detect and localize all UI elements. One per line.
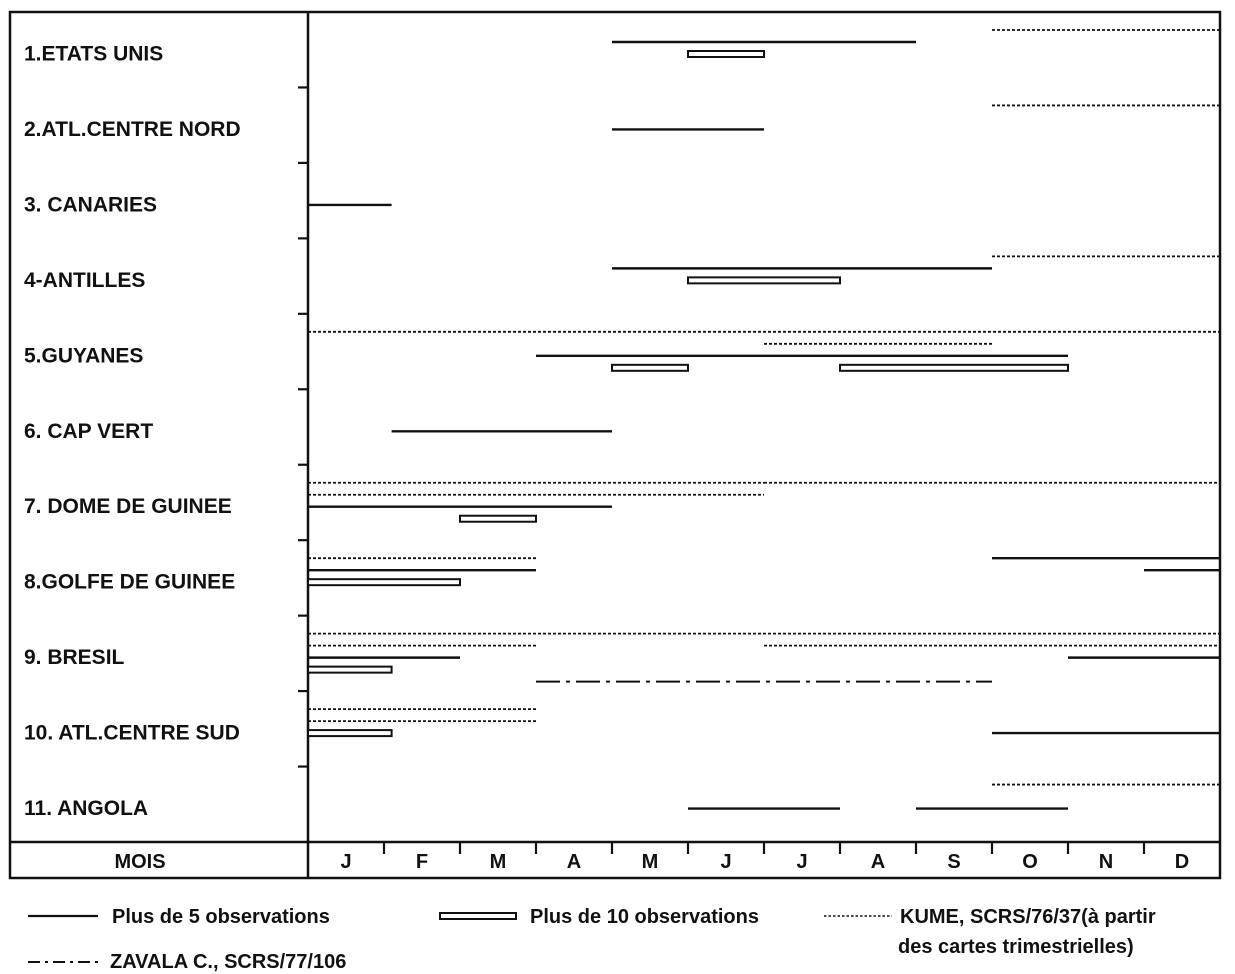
axis-label: MOIS [114, 851, 165, 873]
month-label-2: F [416, 851, 428, 873]
chart-frame [8, 10, 1222, 880]
month-label-6: J [720, 851, 731, 873]
region-label-11: 11. ANGOLA [24, 797, 148, 820]
legend-dashdot-label: ZAVALA C., SCRS/77/106 [110, 951, 346, 973]
month-label-3: M [490, 851, 507, 873]
region-label-4: 4-ANTILLES [24, 269, 145, 292]
period-double-region-1-2 [687, 50, 765, 58]
period-double-region-5-12 [611, 363, 689, 372]
legend-solid-label: Plus de 5 observations [112, 906, 330, 928]
period-double-region-9-30 [307, 665, 393, 674]
period-double-region-8-24 [307, 578, 461, 587]
legend-double-label: Plus de 10 observations [530, 906, 759, 928]
region-label-9: 9. BRESIL [24, 646, 125, 669]
period-double-region-5-13 [839, 363, 1069, 372]
region-label-7: 7. DOME DE GUINEE [24, 495, 232, 518]
region-label-3: 3. CANARIES [24, 193, 157, 216]
region-labels: 1.ETATS UNIS 2.ATL.CENTRE NORD 3. CANARIES… [24, 43, 241, 821]
month-label-10: O [1022, 851, 1038, 873]
legend-dotted-label-line2: des cartes trimestrielles) [898, 936, 1134, 958]
period-double-region-4-8 [687, 276, 841, 285]
month-ticks [382, 842, 1146, 854]
region-label-2: 2.ATL.CENTRE NORD [24, 118, 241, 141]
month-label-5: M [642, 851, 659, 873]
region-label-5: 5.GUYANES [24, 344, 143, 367]
month-label-11: N [1099, 851, 1113, 873]
region-separator-ticks [298, 86, 308, 768]
region-label-1: 1.ETATS UNIS [24, 43, 163, 66]
legend-dotted-label-line1: KUME, SCRS/76/37(à partir [900, 906, 1156, 928]
month-label-7: J [796, 851, 807, 873]
region-label-8: 8.GOLFE DE GUINEE [24, 571, 235, 594]
month-label-9: S [947, 851, 960, 873]
region-label-10: 10. ATL.CENTRE SUD [24, 722, 240, 745]
legend-double-swatch [439, 912, 517, 920]
period-double-region-10-35 [307, 729, 393, 738]
region-label-6: 6. CAP VERT [24, 420, 153, 443]
period-double-region-7-19 [459, 514, 537, 523]
month-label-8: A [871, 851, 885, 873]
observation-periods [307, 29, 1220, 810]
month-label-12: D [1175, 851, 1189, 873]
month-label-4: A [567, 851, 581, 873]
month-label-1: J [340, 851, 351, 873]
legend: Plus de 5 observations Plus de 10 observ… [28, 906, 1156, 973]
